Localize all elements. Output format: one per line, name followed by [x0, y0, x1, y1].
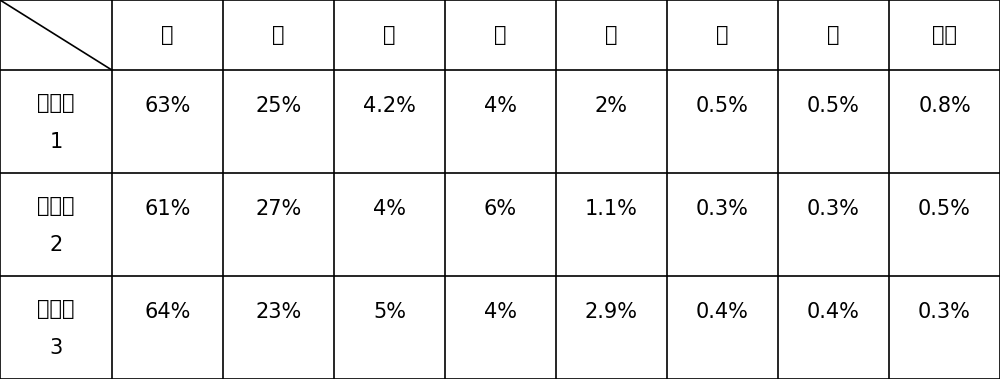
Text: 实施例: 实施例	[37, 93, 75, 113]
Text: 63%: 63%	[144, 96, 191, 116]
Text: 杂质: 杂质	[932, 25, 957, 45]
Text: 25%: 25%	[255, 96, 302, 116]
Text: 6%: 6%	[484, 199, 517, 219]
Text: 2: 2	[49, 235, 63, 255]
Text: 4%: 4%	[484, 96, 517, 116]
Text: 钼: 钼	[383, 25, 396, 45]
Text: 5%: 5%	[373, 302, 406, 323]
Text: 0.3%: 0.3%	[807, 199, 860, 219]
Text: 2.9%: 2.9%	[585, 302, 638, 323]
Text: 1: 1	[49, 132, 63, 152]
Text: 4.2%: 4.2%	[363, 96, 416, 116]
Text: 碳: 碳	[827, 25, 840, 45]
Text: 钨: 钨	[494, 25, 507, 45]
Text: 0.4%: 0.4%	[696, 302, 749, 323]
Text: 2%: 2%	[595, 96, 628, 116]
Text: 0.5%: 0.5%	[696, 96, 749, 116]
Text: 硅: 硅	[605, 25, 618, 45]
Text: 0.3%: 0.3%	[696, 199, 749, 219]
Text: 实施例: 实施例	[37, 299, 75, 319]
Text: 64%: 64%	[144, 302, 191, 323]
Text: 0.5%: 0.5%	[807, 96, 860, 116]
Text: 23%: 23%	[255, 302, 302, 323]
Text: 0.8%: 0.8%	[918, 96, 971, 116]
Text: 27%: 27%	[255, 199, 302, 219]
Text: 铬: 铬	[272, 25, 285, 45]
Text: 3: 3	[49, 338, 63, 359]
Text: 铁: 铁	[716, 25, 729, 45]
Text: 0.3%: 0.3%	[918, 302, 971, 323]
Text: 61%: 61%	[144, 199, 191, 219]
Text: 0.5%: 0.5%	[918, 199, 971, 219]
Text: 1.1%: 1.1%	[585, 199, 638, 219]
Text: 4%: 4%	[373, 199, 406, 219]
Text: 钴: 钴	[161, 25, 174, 45]
Text: 0.4%: 0.4%	[807, 302, 860, 323]
Text: 4%: 4%	[484, 302, 517, 323]
Text: 实施例: 实施例	[37, 196, 75, 216]
